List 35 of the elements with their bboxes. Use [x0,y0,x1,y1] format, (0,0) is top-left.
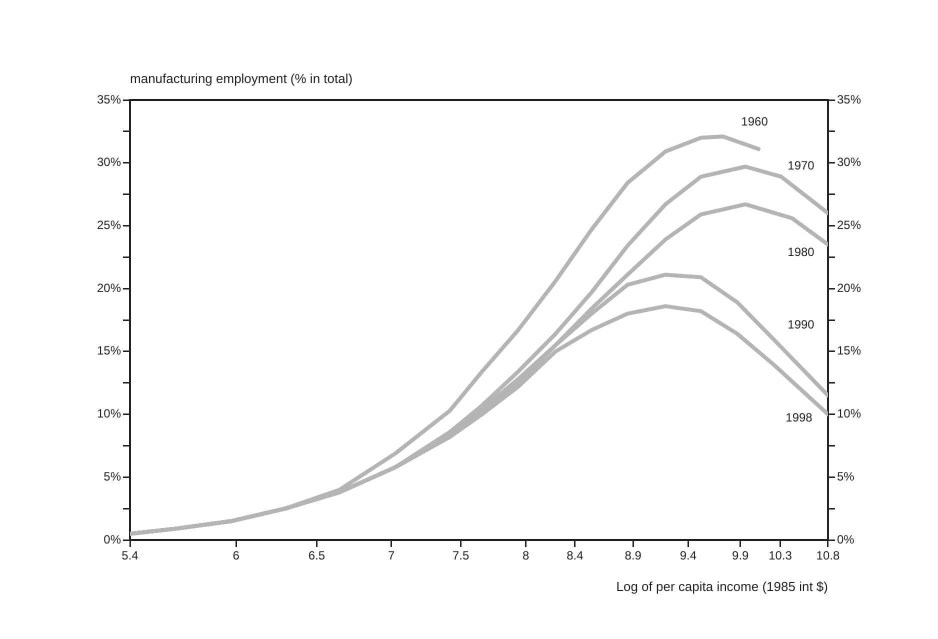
x-axis-title: Log of per capita income (1985 int $) [616,578,828,594]
y-tick-label: 30% [96,155,122,170]
x-tick-label: 6 [232,548,240,563]
y2-tick-label: 35% [836,92,862,106]
series-label: 1990 [788,318,815,332]
x-tick-label: 7.5 [452,548,470,563]
y2-tick-label: 10% [836,406,862,421]
y2-tick-label: 20% [836,280,862,295]
y-tick-label: 0% [104,532,122,546]
y2-tick-label: 0% [836,532,855,546]
y-tick-label: 5% [104,469,122,484]
series-label: 1980 [788,244,815,259]
y2-tick-label: 25% [836,218,862,232]
x-tick-label: 8 [522,548,530,563]
series-label: 1970 [788,158,815,172]
y-tick-label: 15% [96,344,122,358]
y2-tick-label: 15% [836,344,862,358]
y2-tick-label: 30% [836,155,862,170]
x-tick-label: 6.5 [308,548,326,563]
x-tick-label: 9.4 [680,548,697,563]
y2-tick-label: 5% [836,469,855,484]
x-tick-label: 8.9 [624,548,642,563]
y-tick-label: 35% [96,92,122,106]
x-tick-label: 8.4 [566,548,584,563]
y-axis-title: manufacturing employment (% in total) [130,71,353,86]
series-label: 1960 [741,114,768,128]
x-tick-label: 9.9 [732,548,750,563]
x-tick-label: 10.8 [816,548,840,563]
y-tick-label: 10% [96,406,122,421]
x-tick-label: 10.3 [768,548,792,563]
y-tick-label: 25% [96,218,122,232]
x-tick-label: 7 [388,548,395,563]
y-tick-label: 20% [96,280,122,295]
series-label: 1998 [786,410,813,425]
x-tick-label: 5.4 [122,548,139,563]
